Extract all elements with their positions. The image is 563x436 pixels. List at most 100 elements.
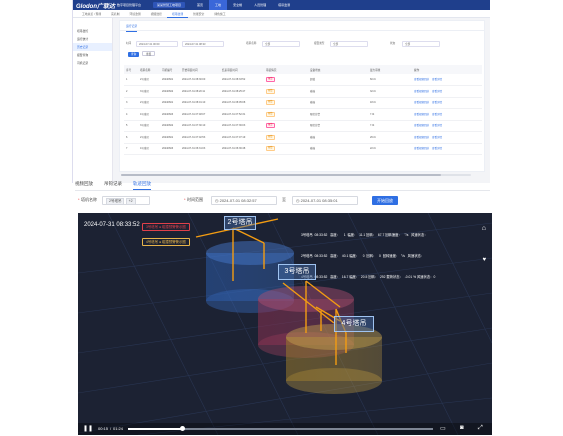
status-badge: 报警 <box>266 123 275 129</box>
fullscreen-icon[interactable]: ⤢ <box>478 425 483 431</box>
time-range-end-text: 2024-07-01 08:35:01 <box>300 198 338 203</box>
pause-icon[interactable]: ❚❚ <box>83 426 94 432</box>
track-playback-viewer[interactable]: 2024-07-31 08:33:52 3号塔吊 ● 碰撞预警警示圈 4号塔吊 … <box>78 213 492 435</box>
scene-canvas <box>78 213 492 435</box>
time-filter-label: 时间 <box>126 42 132 45</box>
table-row[interactable]: 4 4号塔吊 20240603 2024-07-31 07:48:07 2024-07-… <box>124 108 482 121</box>
table-row[interactable]: 6 2号塔吊 20240601 2024-07-31 07:02:53 2024-07-… <box>124 131 482 144</box>
query-button[interactable]: 查询 <box>128 52 140 57</box>
device-select[interactable]: 全部 <box>262 41 300 47</box>
time-range-label: 时间范围 <box>187 197 203 202</box>
time-from-input[interactable]: 2024-07-31 00:00 <box>136 41 178 47</box>
row-lift-status: 预警 <box>264 143 308 155</box>
view-details-link[interactable]: 查看详情 <box>432 147 443 151</box>
row-crane-name: 2号塔吊 <box>138 74 160 86</box>
view-details-link[interactable]: 查看详情 <box>432 135 443 139</box>
view-replay-link[interactable]: 查看视频回放 <box>414 112 430 116</box>
row-start-time: 2024-07-31 08:30:00 <box>180 74 220 86</box>
row-start-time: 2024-07-31 07:48:07 <box>180 108 220 121</box>
row-end-time: 2024-07-31 08:05:08 <box>220 97 264 109</box>
device-filter-label: 塔吊名称 <box>246 42 257 45</box>
crane-3-label[interactable]: 3号塔吊 <box>278 264 316 280</box>
view-details-link[interactable]: 查看详情 <box>432 89 443 93</box>
crane-telemetry-panel: 3号塔吊 08:33:52 高度： 1 幅度： 11.1 回转： 67.7 回转… <box>301 218 481 295</box>
row-lift-status: 预警 <box>264 85 308 98</box>
progress-bar[interactable] <box>128 428 433 430</box>
view-replay-link[interactable]: 查看视频回放 <box>414 78 430 81</box>
row-device-status: 碰撞 <box>308 131 368 144</box>
crane-tag[interactable]: 2号塔吊 <box>106 198 125 205</box>
crane-multiselect[interactable]: 2号塔吊 +2 <box>102 196 150 205</box>
view-replay-link[interactable]: 查看视频回放 <box>414 101 430 105</box>
row-index: 7 <box>124 143 138 155</box>
nav-item-helmet[interactable]: 安全帽 <box>233 3 243 7</box>
time-to-input[interactable]: 2024-07-31 08:33 <box>182 41 224 47</box>
table-row[interactable]: 3 2号塔吊 20240601 2024-07-31 08:01:10 2024-07-… <box>124 97 482 109</box>
view-replay-link[interactable]: 查看视频回放 <box>414 135 430 139</box>
tab-crane[interactable]: 塔吊监测 <box>166 10 189 18</box>
tab-realname[interactable]: 实名制 <box>111 11 120 16</box>
view-details-link[interactable]: 查看详情 <box>432 124 443 128</box>
tab-overview[interactable]: 工地总览 / 现场 <box>82 11 102 16</box>
sidebar-item-history[interactable]: 历史记录 <box>73 43 112 51</box>
status-filter-label: 状态 <box>390 42 396 45</box>
time-range-start[interactable]: ◷ 2024-07-01 08:32:57 <box>211 196 277 205</box>
reset-button[interactable]: 重置 <box>142 51 156 56</box>
view-details-link[interactable]: 查看详情 <box>432 78 443 81</box>
sidebar-item-drivers[interactable]: 司机记录 <box>77 61 89 65</box>
crane-4-label[interactable]: 4号塔吊 <box>334 316 374 332</box>
horizontal-scrollbar[interactable] <box>121 174 471 176</box>
table-row[interactable]: 1 2号塔吊 20240601 2024-07-31 08:30:00 2024-07-… <box>124 74 482 86</box>
favorite-icon[interactable]: ♥ <box>482 257 486 263</box>
home-icon[interactable]: ⌂ <box>481 225 486 232</box>
row-lift-status: 报警 <box>264 120 308 132</box>
status-select[interactable]: 全部 <box>402 41 440 47</box>
progress-handle[interactable] <box>180 426 186 431</box>
alarm-type-select[interactable]: 全部 <box>330 41 368 47</box>
table-row[interactable]: 5 3号塔吊 20240602 2024-07-31 07:30:10 2024-07-… <box>124 120 482 132</box>
table-row[interactable]: 7 4号塔吊 20240603 2024-07-31 06:31:03 2024-07-… <box>124 143 482 155</box>
view-details-link[interactable]: 查看详情 <box>432 101 443 105</box>
required-mark: * <box>78 197 80 202</box>
row-end-time: 2024-07-31 08:25:47 <box>220 85 264 98</box>
view-replay-link[interactable]: 查看视频回放 <box>414 89 430 93</box>
time-range-end[interactable]: ◷ 2024-07-01 08:35:01 <box>292 196 358 205</box>
scrollbar-thumb[interactable] <box>121 174 441 176</box>
tab-track-playback[interactable]: 轨迹回放 <box>133 178 151 190</box>
view-replay-link[interactable]: 查看视频回放 <box>414 124 430 128</box>
tab-run-records[interactable]: 运行记录 <box>126 21 138 32</box>
view-replay-link[interactable]: 查看视频回放 <box>414 147 430 151</box>
nav-item-home[interactable]: 首页 <box>197 3 204 7</box>
sidebar-item-stats[interactable]: 运行统计 <box>77 37 89 41</box>
tab-green[interactable]: 绿色施工 <box>214 11 226 16</box>
crane-2-label[interactable]: 2号塔吊 <box>224 216 256 230</box>
camera-icon[interactable]: ▭ <box>440 426 446 432</box>
row-index: 4 <box>124 108 138 121</box>
crane-2-tower <box>195 218 279 281</box>
tab-video-playback[interactable]: 视频回放 <box>75 181 93 186</box>
legend-crane3-warning: 3号塔吊 ● 碰撞预警警示圈 <box>142 223 190 231</box>
sidebar-item-alarms[interactable]: 报警查询 <box>77 53 89 57</box>
column-header: 开始吊装时间 <box>180 65 220 74</box>
sidebar-item-monitor[interactable]: 塔吊监控 <box>77 29 89 33</box>
tab-environment[interactable]: 环境监测 <box>129 11 141 16</box>
nav-item-personnel[interactable]: 人员管理 <box>254 3 267 7</box>
status-badge: 报警 <box>266 77 275 82</box>
project-selector[interactable]: 某某智慧工地项目 <box>153 2 186 8</box>
table-row[interactable]: 2 3号塔吊 20240602 2024-07-31 08:20:11 2024-07-… <box>124 85 482 98</box>
row-crane-name: 3号塔吊 <box>138 120 160 132</box>
crane-4-zone <box>286 324 382 394</box>
screenshot-icon[interactable]: ◙ <box>460 425 464 431</box>
tab-hook-records[interactable]: 吊钩记录 <box>104 181 122 186</box>
row-max-load: 7.0t <box>368 108 412 121</box>
view-details-link[interactable]: 查看详情 <box>432 112 443 116</box>
nav-item-crane[interactable]: 塔吊监测 <box>278 3 291 7</box>
start-playback-button[interactable]: 开始回放 <box>372 196 398 205</box>
row-driver-id: 20240603 <box>160 108 180 121</box>
tab-safety[interactable]: 智能安全 <box>193 11 205 16</box>
row-lift-status: 预警 <box>264 97 308 109</box>
crane-more-tag[interactable]: +2 <box>125 198 136 205</box>
nav-item-site[interactable]: 工地 <box>209 0 228 10</box>
tab-video[interactable]: 视频监控 <box>150 11 162 16</box>
row-device-status: 碰撞 <box>308 143 368 155</box>
